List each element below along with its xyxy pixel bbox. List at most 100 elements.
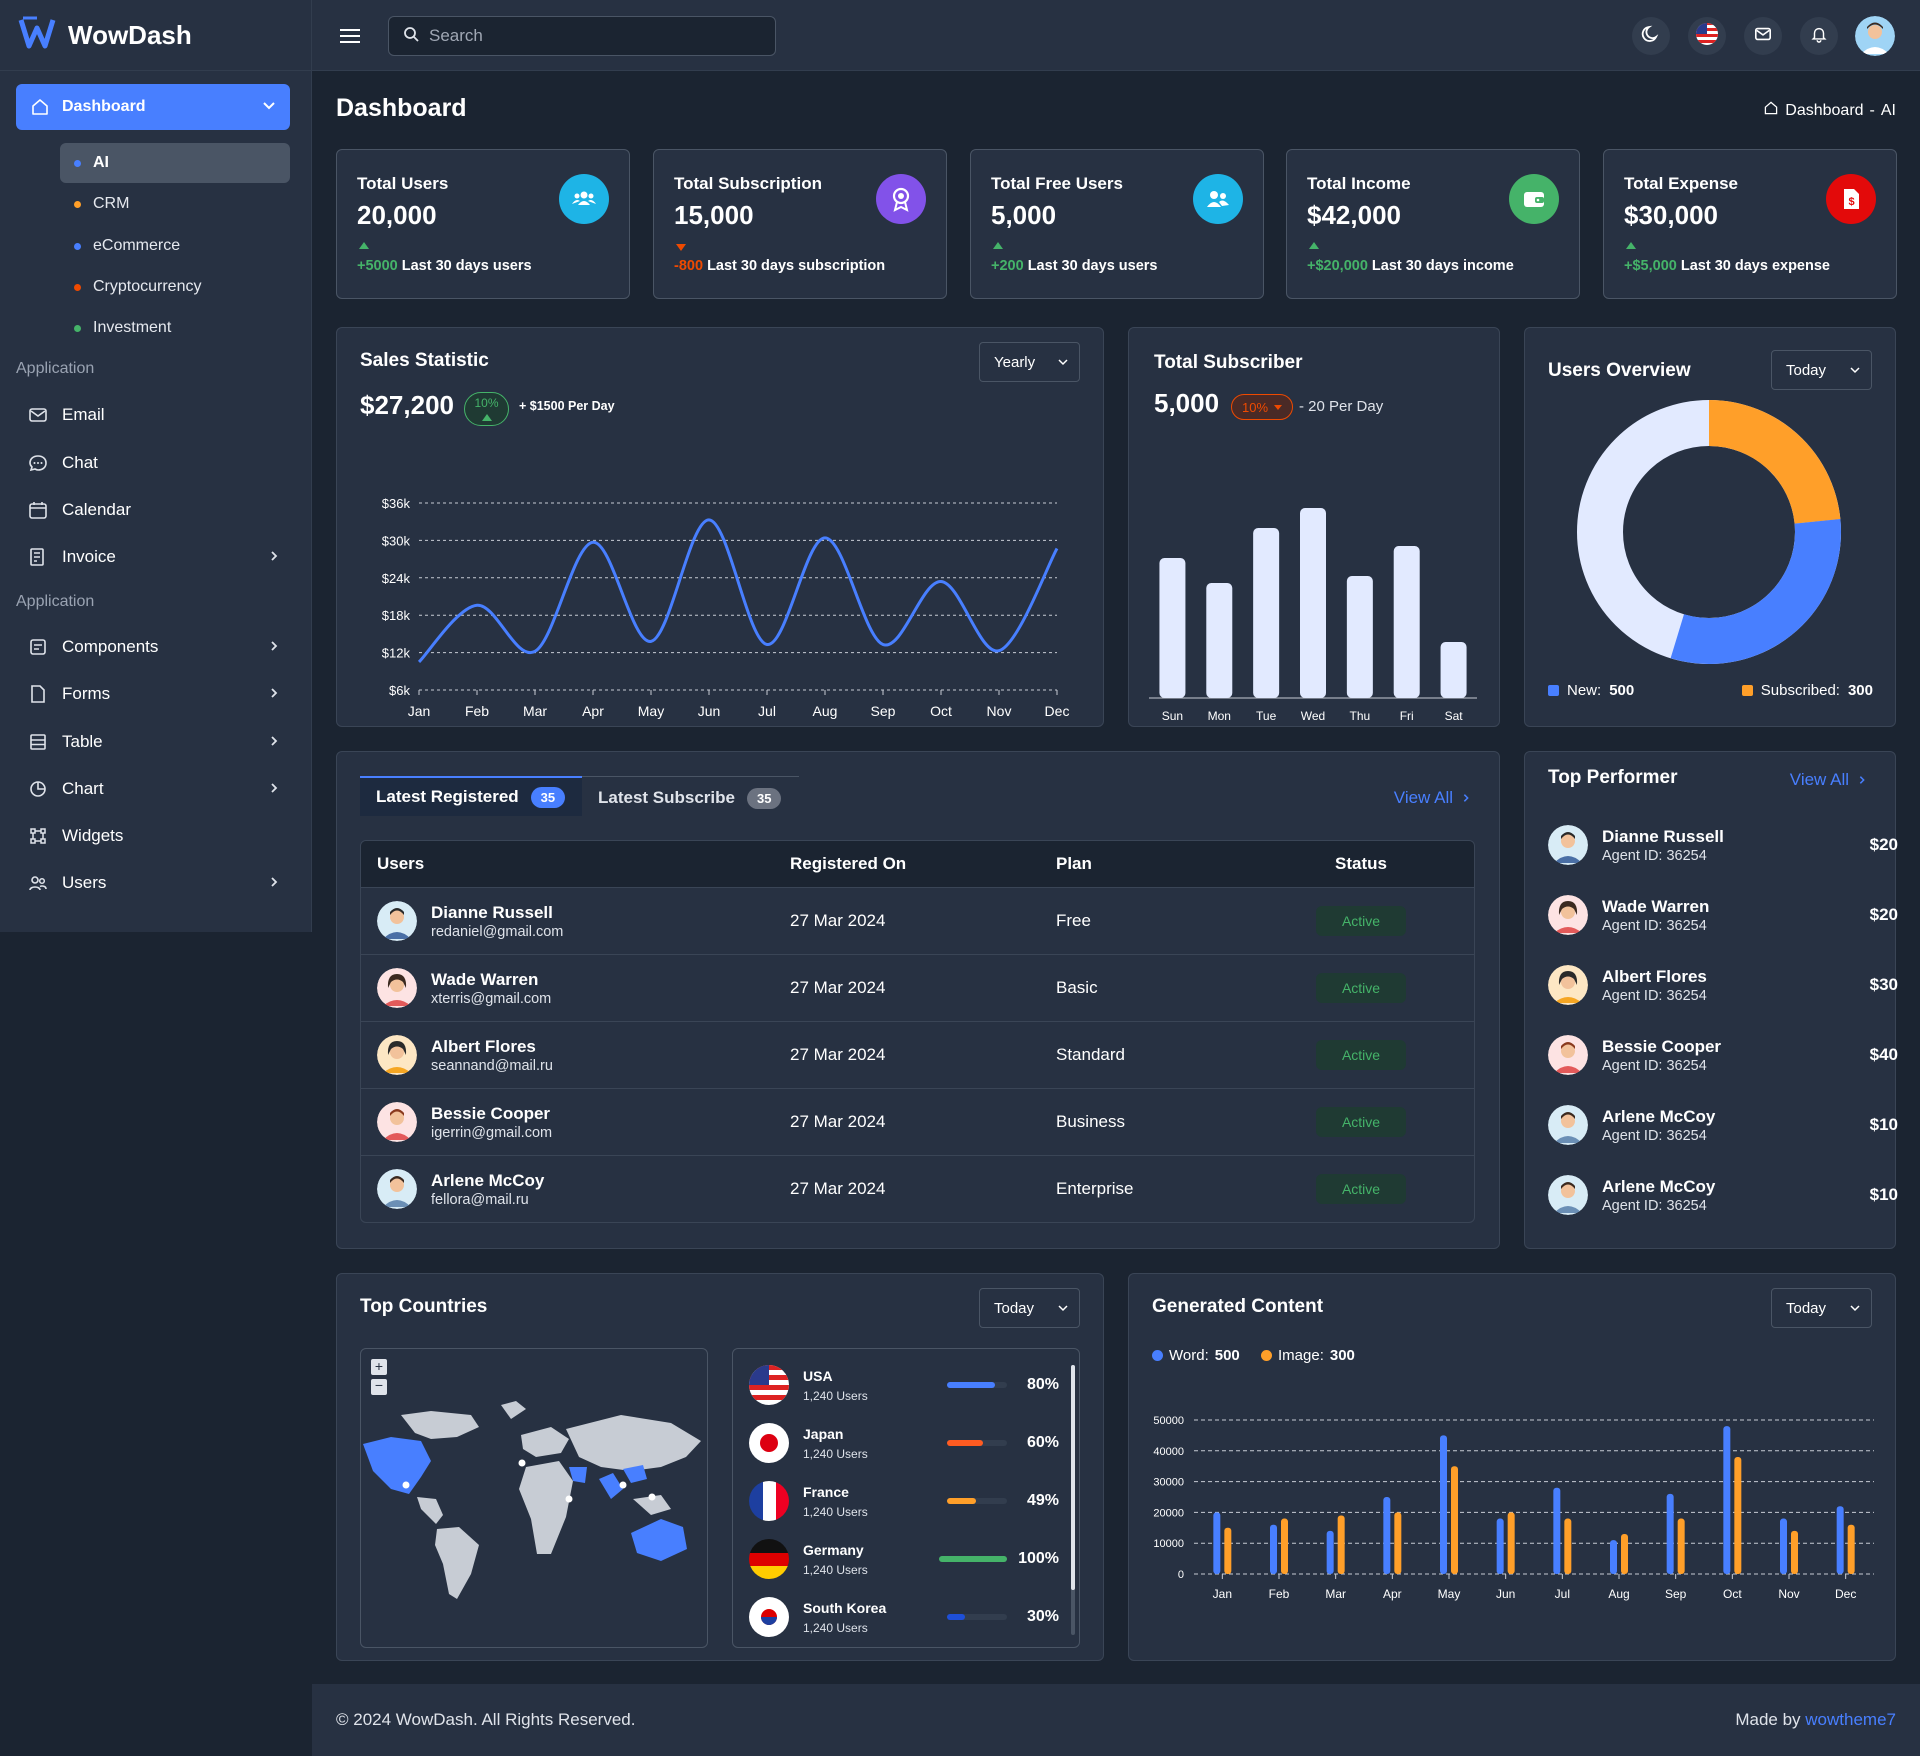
sidebar-item-table[interactable]: Table xyxy=(16,722,290,762)
performer-item[interactable]: Arlene McCoy Agent ID: 36254 $10 xyxy=(1548,1105,1898,1145)
country-row[interactable]: Germany 1,240 Users 100% xyxy=(749,1537,1059,1581)
country-row[interactable]: South Korea 1,240 Users 30% xyxy=(749,1595,1059,1639)
country-percent: 80% xyxy=(1026,1376,1059,1393)
wallet-icon xyxy=(1509,174,1559,224)
moon-icon xyxy=(1641,24,1661,49)
x-tick-label: May xyxy=(1438,1587,1461,1601)
bar xyxy=(1159,558,1186,698)
author-link[interactable]: wowtheme7 xyxy=(1805,1710,1896,1729)
world-map-icon xyxy=(363,1401,701,1599)
tab-latest-registered[interactable]: Latest Registered 35 xyxy=(360,776,582,816)
notifications-button[interactable] xyxy=(1800,17,1838,55)
sidebar-item-widgets[interactable]: Widgets xyxy=(16,816,290,856)
period-select[interactable]: Today xyxy=(1771,1288,1872,1328)
performer-item[interactable]: Dianne Russell Agent ID: 36254 $20 xyxy=(1548,825,1898,865)
sidebar-subitem-ecommerce[interactable]: eCommerce xyxy=(60,226,290,266)
bar-word xyxy=(1440,1435,1447,1574)
sidebar-subitem-ai[interactable]: AI xyxy=(60,143,290,183)
bullet-icon xyxy=(74,159,81,167)
top-countries-card: Top Countries Today + − USA 1,240 Use xyxy=(336,1273,1104,1661)
registered-date: 27 Mar 2024 xyxy=(790,1179,886,1198)
country-progress xyxy=(947,1382,1007,1388)
view-all-link[interactable]: View All xyxy=(1394,788,1471,808)
country-row[interactable]: France 1,240 Users 49% xyxy=(749,1479,1059,1523)
profile-avatar[interactable] xyxy=(1855,16,1895,56)
breadcrumb-home[interactable]: Dashboard xyxy=(1785,101,1864,119)
performer-item[interactable]: Albert Flores Agent ID: 36254 $30 xyxy=(1548,965,1898,1005)
country-row[interactable]: Japan 1,240 Users 60% xyxy=(749,1421,1059,1465)
messages-button[interactable] xyxy=(1744,17,1782,55)
tab-latest-subscribe[interactable]: Latest Subscribe 35 xyxy=(598,778,782,818)
table-row[interactable]: Arlene McCoy fellora@mail.ru 27 Mar 2024 … xyxy=(361,1155,1474,1222)
stat-delta: +5000 xyxy=(357,258,398,274)
bar-word xyxy=(1723,1426,1731,1574)
x-tick-label: Mar xyxy=(523,703,547,719)
sidebar-item-email[interactable]: Email xyxy=(16,395,290,435)
progress-fill xyxy=(947,1614,965,1620)
logo[interactable]: WowDash xyxy=(0,0,311,71)
performer-id: Agent ID: 36254 xyxy=(1602,918,1707,934)
bar xyxy=(1346,576,1373,698)
table-row[interactable]: Albert Flores seannand@mail.ru 27 Mar 202… xyxy=(361,1021,1474,1088)
table-icon xyxy=(28,732,48,752)
performer-item[interactable]: Arlene McCoy Agent ID: 36254 $10 xyxy=(1548,1175,1898,1215)
chevron-right-icon xyxy=(1461,788,1471,808)
status-badge: Active xyxy=(1316,1174,1406,1204)
sidebar-item-chat[interactable]: Chat xyxy=(16,443,290,483)
country-progress xyxy=(947,1498,1007,1504)
table-row[interactable]: Dianne Russell redaniel@gmail.com 27 Mar … xyxy=(361,887,1474,954)
topbar: Search xyxy=(312,0,1920,71)
calendar-icon xyxy=(28,500,48,520)
x-tick-label: Aug xyxy=(1608,1587,1629,1601)
sidebar-item-chart[interactable]: Chart xyxy=(16,769,290,809)
sidebar-item-users[interactable]: Users xyxy=(16,863,290,903)
sidebar-subitem-cryptocurrency[interactable]: Cryptocurrency xyxy=(60,267,290,307)
user-name: Wade Warren xyxy=(431,970,539,989)
view-all-link[interactable]: View All xyxy=(1790,770,1867,790)
scrollbar[interactable] xyxy=(1071,1365,1075,1635)
sidebar-subitem-crm[interactable]: CRM xyxy=(60,184,290,224)
sidebar-item-components[interactable]: Components xyxy=(16,627,290,667)
period-select[interactable]: Today xyxy=(1771,350,1872,390)
country-progress xyxy=(947,1440,1007,1446)
sidebar-item-label: Calendar xyxy=(62,500,131,519)
scrollbar-thumb[interactable] xyxy=(1071,1365,1075,1590)
usa-flag-icon xyxy=(749,1365,789,1405)
country-percent: 49% xyxy=(1026,1492,1059,1509)
view-all-label: View All xyxy=(1789,770,1849,789)
performer-item[interactable]: Bessie Cooper Agent ID: 36254 $40 xyxy=(1548,1035,1898,1075)
search-input[interactable]: Search xyxy=(388,16,776,56)
plan-name: Enterprise xyxy=(1056,1179,1134,1198)
country-name: South Korea xyxy=(803,1600,887,1616)
bar xyxy=(1440,642,1467,698)
theme-toggle-button[interactable] xyxy=(1632,17,1670,55)
sidebar-item-forms[interactable]: Forms xyxy=(16,674,290,714)
footer: © 2024 WowDash. All Rights Reserved. Mad… xyxy=(312,1684,1920,1756)
growth-percent: 10% xyxy=(474,396,499,410)
table-header: Users Registered On Plan Status xyxy=(361,841,1474,887)
country-percent: 30% xyxy=(1026,1608,1059,1625)
sidebar-item-invoice[interactable]: Invoice xyxy=(16,537,290,577)
sidebar-item-calendar[interactable]: Calendar xyxy=(16,490,290,530)
copyright-text: © 2024 WowDash. All Rights Reserved. xyxy=(336,1710,636,1729)
language-button[interactable] xyxy=(1688,17,1726,55)
bar xyxy=(1253,528,1280,698)
sidebar-subitem-investment[interactable]: Investment xyxy=(60,308,290,348)
zoom-in-button[interactable]: + xyxy=(371,1359,387,1375)
period-select[interactable]: Yearly xyxy=(979,342,1080,382)
country-row[interactable]: USA 1,240 Users 80% xyxy=(749,1363,1059,1407)
performer-amount: $10 xyxy=(1869,1115,1898,1134)
world-map[interactable]: + − xyxy=(360,1348,708,1648)
table-row[interactable]: Bessie Cooper igerrin@gmail.com 27 Mar 20… xyxy=(361,1088,1474,1155)
performer-item[interactable]: Wade Warren Agent ID: 36254 $20 xyxy=(1548,895,1898,935)
sidebar-item-dashboard[interactable]: Dashboard xyxy=(16,84,290,130)
mail-icon xyxy=(1754,25,1772,48)
country-name: USA xyxy=(803,1368,833,1384)
table-row[interactable]: Wade Warren xterris@gmail.com 27 Mar 2024… xyxy=(361,954,1474,1021)
x-tick-label: Sep xyxy=(1665,1587,1687,1601)
chevron-down-icon xyxy=(1849,1301,1861,1318)
zoom-out-button[interactable]: − xyxy=(371,1378,387,1395)
menu-icon[interactable] xyxy=(338,24,362,53)
period-select[interactable]: Today xyxy=(979,1288,1080,1328)
stat-delta: -800 xyxy=(674,258,704,274)
